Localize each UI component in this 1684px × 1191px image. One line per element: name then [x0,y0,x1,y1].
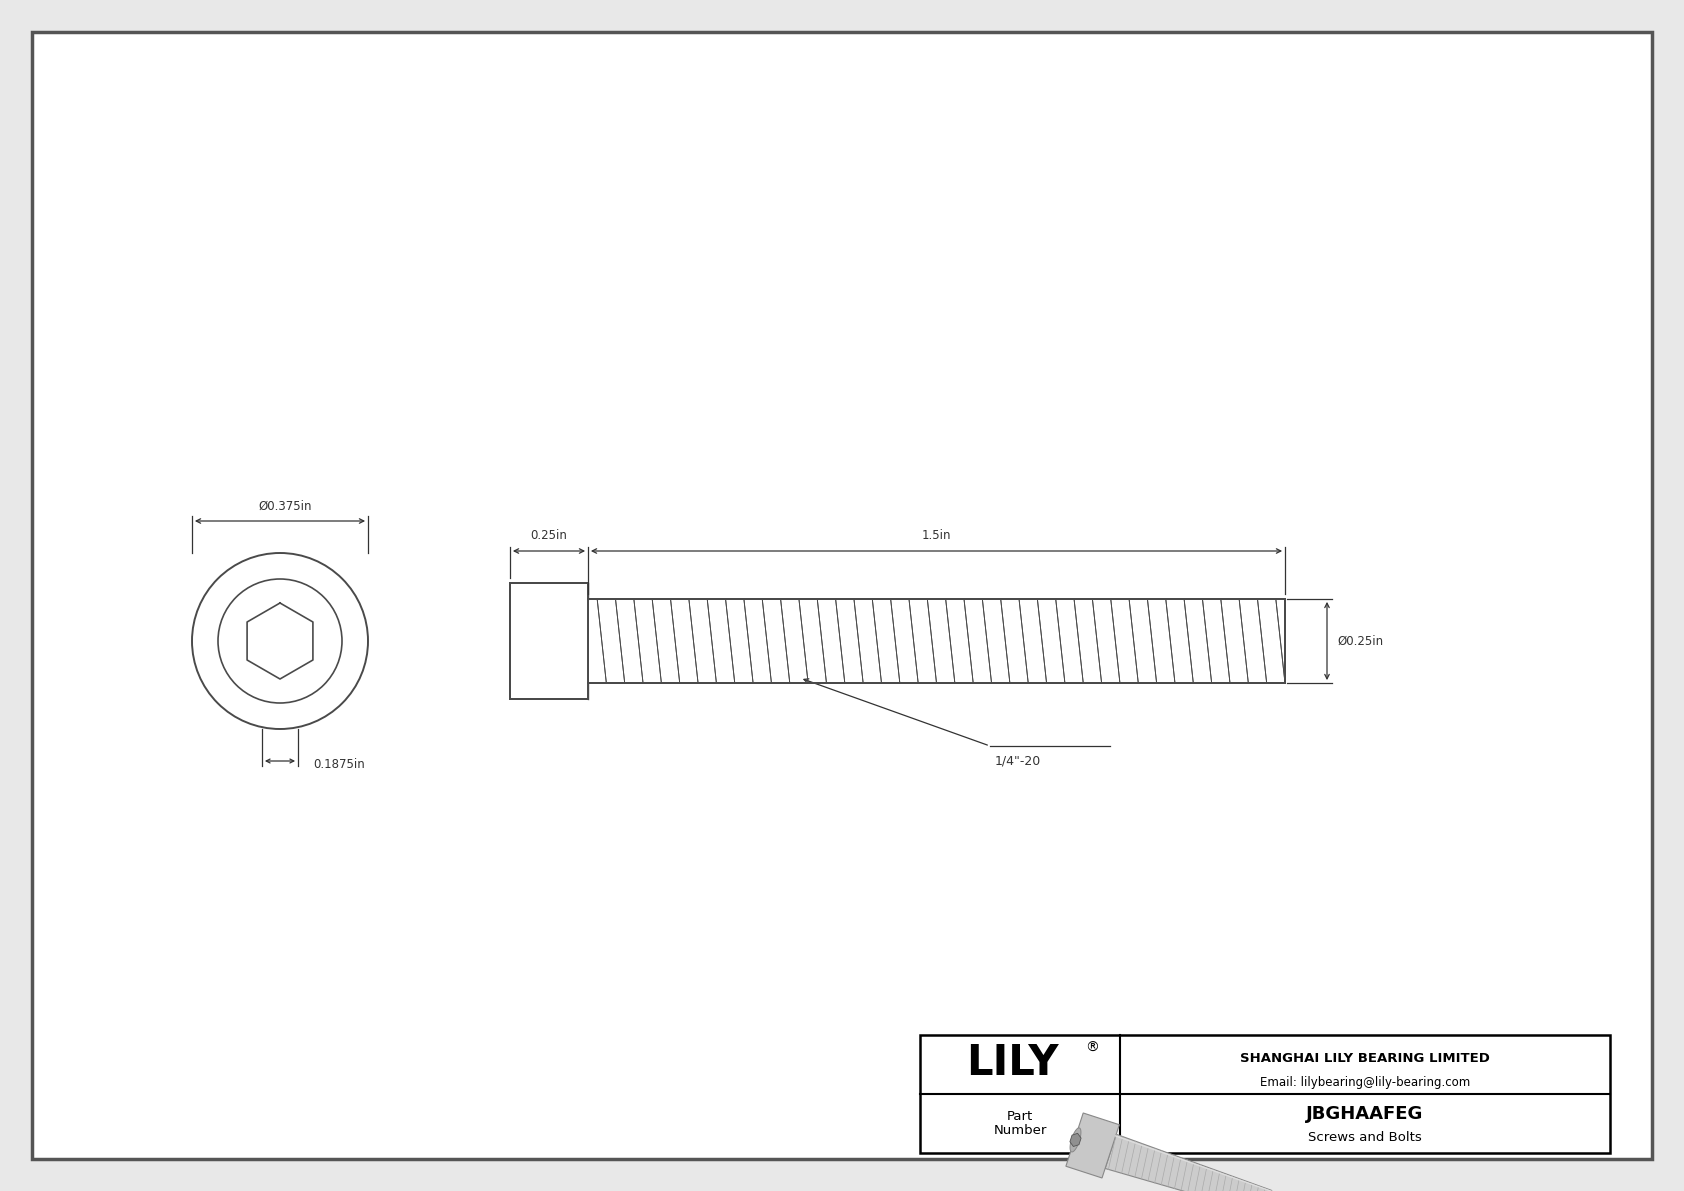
Text: Part
Number: Part Number [994,1110,1047,1137]
Bar [919,1035,1610,1153]
Text: 0.25in: 0.25in [530,529,568,542]
Text: JBGHAAFEG: JBGHAAFEG [1307,1105,1423,1123]
Bar [588,599,1285,682]
Bar [510,584,588,699]
Polygon shape [1069,1128,1081,1152]
Text: LILY: LILY [967,1042,1058,1084]
Text: SHANGHAI LILY BEARING LIMITED: SHANGHAI LILY BEARING LIMITED [1239,1052,1490,1065]
Text: Email: lilybearing@lily-bearing.com: Email: lilybearing@lily-bearing.com [1260,1075,1470,1089]
Text: ®: ® [1084,1041,1100,1055]
Text: Ø0.25in: Ø0.25in [1337,635,1383,648]
Polygon shape [1066,1112,1120,1178]
Text: 1.5in: 1.5in [921,529,951,542]
Text: Screws and Bolts: Screws and Bolts [1308,1131,1421,1145]
Polygon shape [1105,1134,1271,1191]
Text: 0.1875in: 0.1875in [313,759,365,772]
Text: Ø0.375in: Ø0.375in [258,500,312,513]
Polygon shape [1069,1134,1081,1147]
Text: 1/4"-20: 1/4"-20 [995,755,1041,768]
